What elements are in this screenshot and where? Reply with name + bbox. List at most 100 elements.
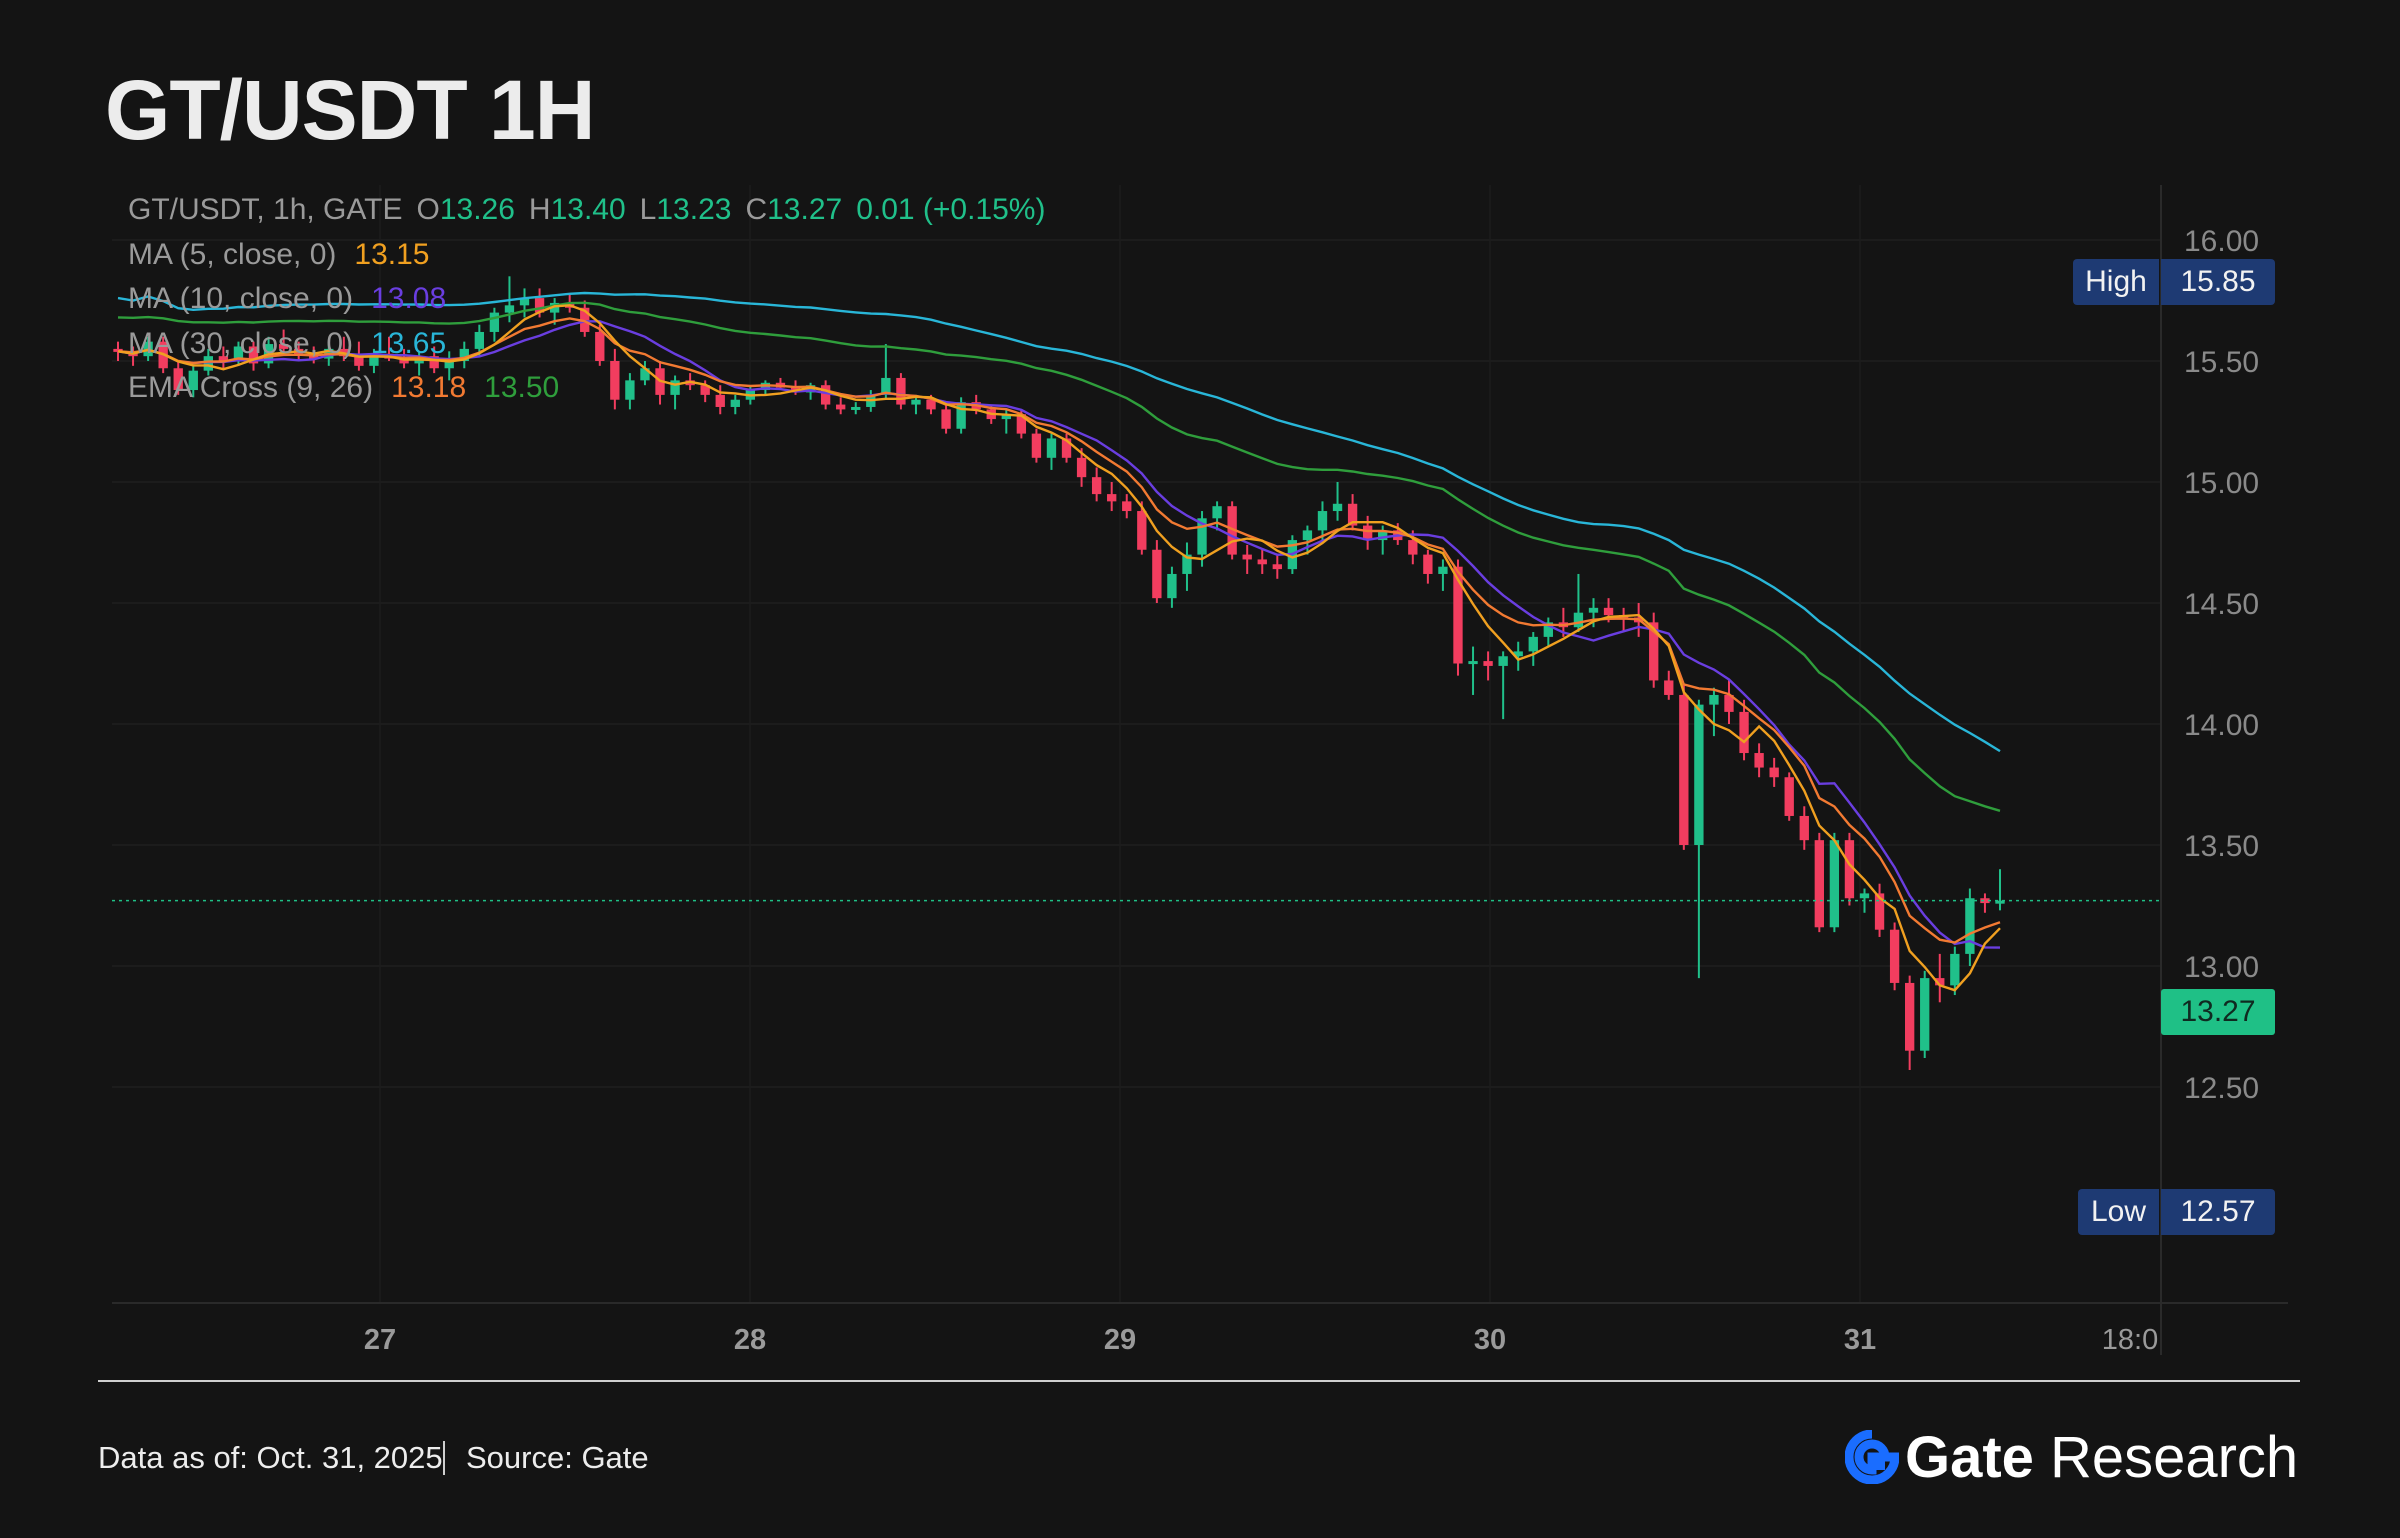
candle-body	[1061, 438, 1072, 458]
brand-logo: Gate Research	[1845, 1422, 2298, 1492]
candle-body	[1965, 898, 1975, 954]
candle-body	[851, 406, 861, 410]
legend-high-label: H	[528, 193, 551, 226]
candle-body	[113, 348, 123, 352]
brand-name: Gate	[1905, 1424, 2034, 1490]
candle-body	[1829, 840, 1840, 928]
page-title: GT/USDT 1H	[105, 63, 595, 157]
candle-body	[1197, 518, 1207, 555]
candle-body	[1031, 433, 1042, 458]
candle-body	[429, 356, 439, 369]
candle-body	[1588, 607, 1599, 613]
candle-body	[1754, 753, 1764, 768]
candle-body	[504, 305, 515, 313]
candle-body	[610, 361, 620, 400]
candle-body	[1859, 893, 1870, 899]
candle-body	[459, 348, 469, 361]
x-tick-label: 28	[734, 1324, 766, 1356]
legend-ma10-row: MA (10, close, 0) 13.08	[128, 277, 1045, 322]
candle-body	[1167, 573, 1177, 599]
legend-ma30-row: MA (30, close, 0) 13.65	[128, 322, 1045, 367]
candle-body	[1528, 636, 1538, 652]
candle-body	[715, 394, 725, 407]
legend-ema-label: EMA Cross (9, 26)	[128, 371, 374, 404]
candle-body	[1423, 554, 1433, 574]
y-tick-label: 14.50	[2184, 588, 2259, 621]
high-badge-value: 15.85	[2161, 259, 2275, 305]
y-tick-label: 13.50	[2184, 830, 2259, 863]
candle-body	[233, 346, 244, 361]
candle-body	[1317, 511, 1328, 531]
candle-body	[1784, 777, 1794, 816]
candle-body	[1107, 494, 1117, 502]
candle-body	[489, 312, 500, 332]
candle-body	[1920, 978, 1930, 1051]
candle-body	[1799, 815, 1809, 841]
footer-source: Source: Gate	[466, 1440, 649, 1475]
candle-body	[1257, 559, 1267, 565]
y-tick-label: 16.00	[2184, 225, 2259, 258]
candle-body	[911, 399, 921, 405]
candle-body	[1844, 840, 1855, 899]
candle-body	[1182, 554, 1192, 574]
candle-body	[1076, 457, 1087, 478]
candle-body	[1347, 503, 1358, 526]
candle-body	[1724, 694, 1734, 712]
candle-body	[1814, 840, 1824, 928]
candle-body	[1438, 566, 1448, 574]
candle-body	[549, 302, 560, 313]
candle-body	[1664, 680, 1674, 695]
candle-body	[1483, 661, 1493, 666]
x-tick-label: 29	[1104, 1324, 1136, 1356]
candle-body	[1122, 501, 1132, 512]
low-badge-value: 12.57	[2161, 1189, 2275, 1235]
candle-body	[625, 380, 635, 400]
legend-close-value: 13.27	[767, 193, 843, 226]
gate-logo-icon	[1845, 1430, 1899, 1484]
candle-body	[896, 377, 906, 405]
candle-body	[1935, 978, 1945, 986]
candle-body	[1016, 414, 1027, 434]
candle-body	[1227, 506, 1237, 555]
legend-ema-row: EMA Cross (9, 26) 13.18 13.50	[128, 366, 1045, 411]
candle-body	[1212, 506, 1222, 519]
legend-ma30-label: MA (30, close, 0)	[128, 326, 354, 360]
candle-body	[1709, 694, 1719, 705]
x-tick-label: 18:0	[2102, 1324, 2158, 1356]
candle-body	[534, 298, 545, 313]
legend-close-label: C	[745, 193, 768, 226]
ma5-line	[117, 304, 2001, 992]
legend-ma10-value: 13.08	[371, 282, 447, 315]
candle-body	[188, 370, 198, 391]
candle-body	[1046, 438, 1057, 458]
candle-body	[730, 399, 740, 407]
candle-body	[1739, 711, 1749, 754]
legend-ma5-row: MA (5, close, 0) 13.15	[128, 233, 1045, 278]
candle-body	[1137, 511, 1147, 550]
candle-body	[1408, 540, 1418, 555]
high-badge-label: High	[2073, 259, 2159, 305]
legend-open-value: 13.26	[439, 193, 515, 226]
candle-body	[820, 385, 831, 405]
legend-ma5-label: MA (5, close, 0)	[128, 237, 337, 271]
candle-body	[354, 356, 364, 366]
x-tick-label: 27	[364, 1324, 396, 1356]
candle-body	[640, 368, 650, 381]
candle-body	[1543, 622, 1553, 637]
legend-low-value: 13.23	[656, 193, 732, 226]
x-tick-label: 31	[1844, 1324, 1876, 1356]
legend-ma5-value: 13.15	[354, 237, 430, 271]
candle-body	[1468, 661, 1478, 665]
candle-body	[1904, 982, 1915, 1051]
y-tick-label: 14.00	[2184, 709, 2259, 742]
y-tick-label: 12.50	[2184, 1072, 2259, 1105]
candle-body	[1769, 767, 1779, 778]
low-badge-label: Low	[2078, 1189, 2159, 1235]
candle-body	[1513, 651, 1523, 657]
ma10-line	[117, 320, 2001, 949]
legend-symbol: GT/USDT, 1h, GATE	[128, 193, 403, 226]
candle-body	[1272, 564, 1282, 570]
candle-body	[1874, 893, 1885, 930]
legend-ema26-value: 13.50	[484, 371, 560, 404]
